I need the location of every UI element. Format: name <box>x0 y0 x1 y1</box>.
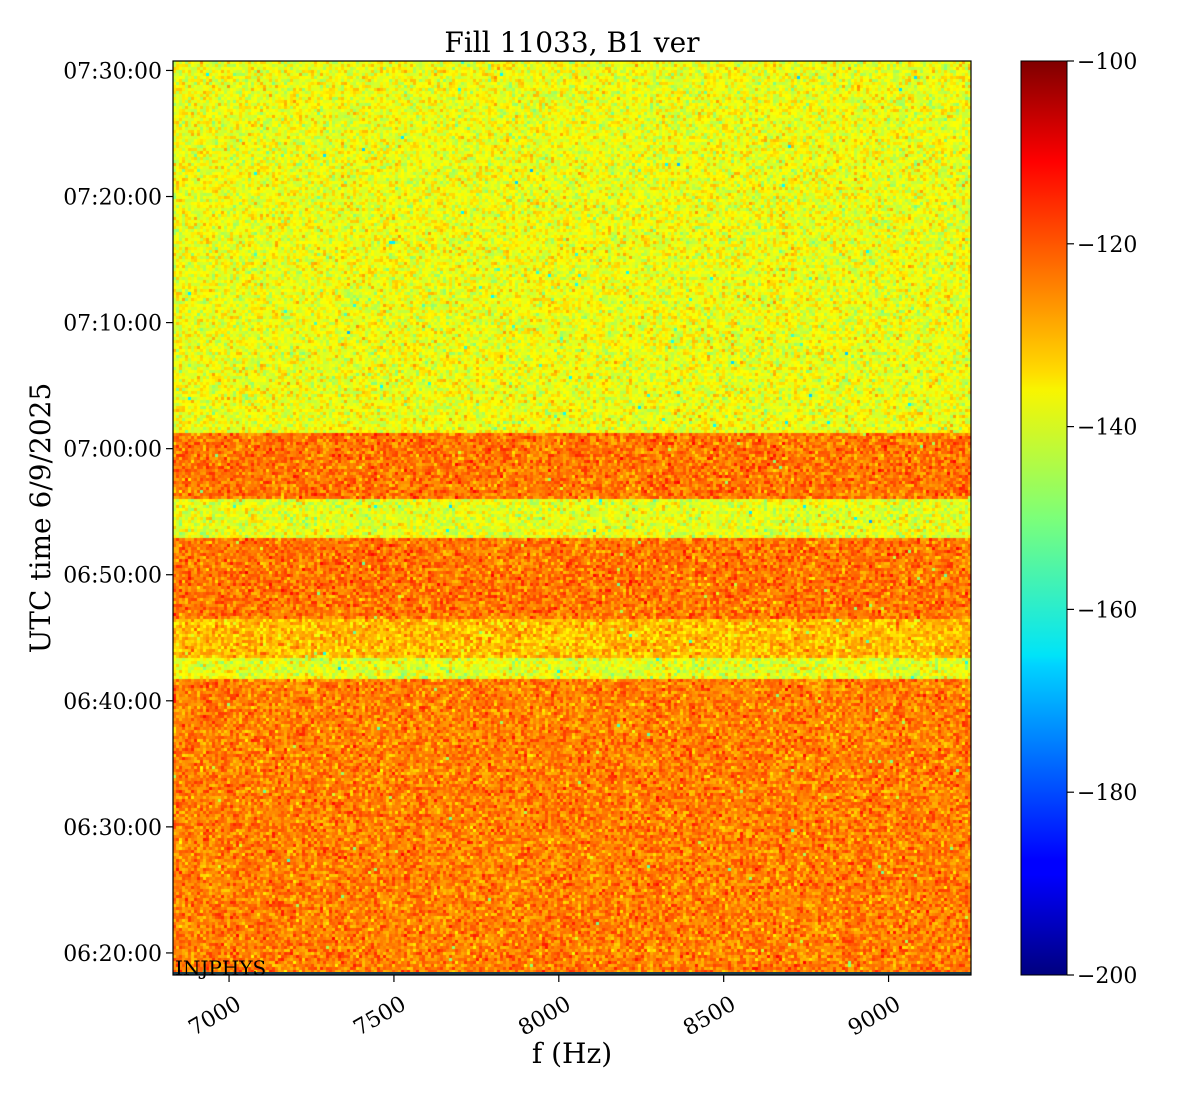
x-axis-ticks: 7000 7500 8000 8500 9000 <box>185 975 905 1042</box>
x-tick-label: 7500 <box>350 992 411 1042</box>
y-tick-label: 06:20:00 <box>63 942 162 967</box>
colorbar-ticks: −100 −120 −140 −160 −180 −200 <box>1067 50 1137 989</box>
heatmap-image <box>173 61 971 975</box>
y-tick-label: 07:00:00 <box>63 438 162 463</box>
y-tick-label: 07:10:00 <box>63 312 162 337</box>
colorbar-tick-label: −120 <box>1077 233 1137 258</box>
injphys-annotation: INJPHYS <box>175 956 266 980</box>
y-tick-label: 06:50:00 <box>63 564 162 589</box>
x-axis-label: f (Hz) <box>532 1037 612 1070</box>
colorbar-tick-label: −180 <box>1077 781 1137 806</box>
x-tick-label: 9000 <box>844 992 905 1042</box>
colorbar <box>1020 60 1068 976</box>
x-tick-label: 8000 <box>514 992 575 1042</box>
y-axis-label: UTC time 6/9/2025 <box>24 383 57 654</box>
x-tick-label: 7000 <box>185 992 246 1042</box>
colorbar-tick-label: −160 <box>1077 598 1137 623</box>
y-axis-ticks: 06:20:00 06:30:00 06:40:00 06:50:00 07:00:00… <box>63 59 173 967</box>
x-tick-label: 8500 <box>679 992 740 1042</box>
heatmap-area <box>173 61 971 975</box>
y-tick-label: 06:40:00 <box>63 690 162 715</box>
y-tick-label: 07:20:00 <box>63 186 162 211</box>
y-tick-label: 06:30:00 <box>63 816 162 841</box>
chart-title: Fill 11033, B1 ver <box>444 26 700 59</box>
heatmap-bottom-row <box>173 972 971 975</box>
colorbar-tick-label: −140 <box>1077 416 1137 441</box>
plot-frame <box>172 60 972 976</box>
y-tick-label: 07:30:00 <box>63 59 162 84</box>
colorbar-tick-label: −100 <box>1077 50 1137 75</box>
colorbar-tick-label: −200 <box>1077 964 1137 989</box>
